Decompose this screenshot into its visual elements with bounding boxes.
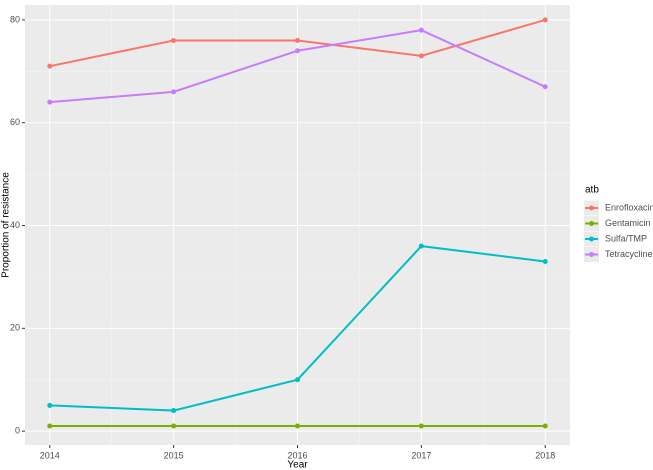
- point: [295, 377, 300, 383]
- legend-label: Enrofloxacin: [605, 202, 653, 212]
- point: [542, 258, 548, 264]
- legend-label: Tetracycline: [605, 249, 653, 259]
- point: [171, 423, 177, 429]
- legend-point: [589, 221, 594, 226]
- point: [418, 27, 424, 33]
- y-axis-title: Proportion of resistance: [1, 172, 12, 278]
- point: [171, 37, 177, 43]
- x-tick-label: 2018: [535, 450, 555, 460]
- y-tick-label: 60: [10, 117, 20, 127]
- point: [418, 53, 424, 59]
- point: [418, 243, 424, 249]
- point: [295, 37, 300, 43]
- point: [47, 402, 53, 408]
- point: [47, 423, 53, 429]
- point: [418, 423, 424, 429]
- legend-point: [589, 205, 594, 211]
- point: [47, 99, 53, 105]
- point: [542, 84, 548, 90]
- legend-label: Sulfa/TMP: [605, 233, 647, 243]
- y-tick-label: 0: [15, 425, 20, 435]
- legend-title: atb: [585, 185, 599, 196]
- y-tick-label: 80: [10, 14, 20, 24]
- x-axis-title: Year: [287, 460, 308, 470]
- y-tick-label: 20: [10, 323, 20, 333]
- x-tick-label: 2014: [40, 450, 60, 460]
- legend-label: Gentamicin: [605, 218, 651, 228]
- legend-point: [589, 252, 594, 257]
- point: [295, 423, 300, 429]
- x-tick-label: 2015: [164, 450, 184, 460]
- y-tick-label: 40: [10, 220, 20, 230]
- x-tick-label: 2017: [411, 450, 431, 460]
- point: [171, 89, 177, 95]
- legend-point: [589, 236, 594, 242]
- point: [542, 423, 548, 429]
- point: [47, 63, 53, 69]
- point: [542, 17, 548, 23]
- point: [295, 48, 300, 54]
- x-tick-label: 2016: [287, 450, 307, 460]
- point: [171, 408, 177, 414]
